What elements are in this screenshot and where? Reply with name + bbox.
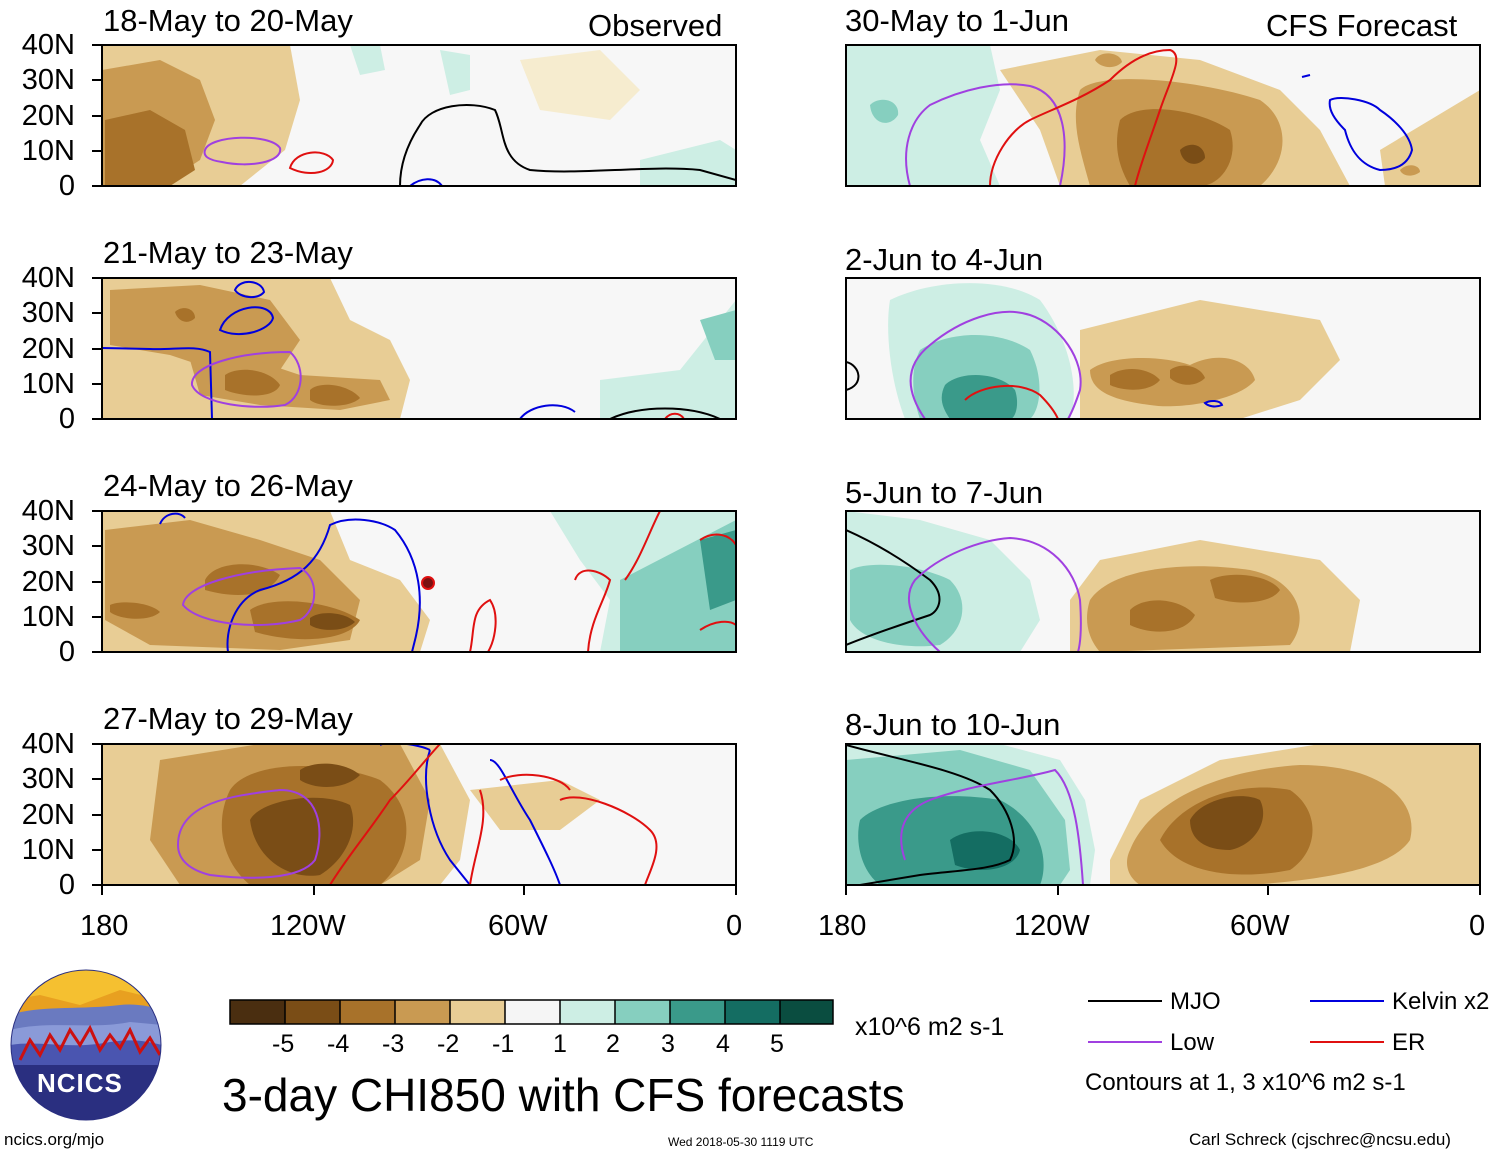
panel-title-left-1: 18-May to 20-May <box>103 3 353 38</box>
lat-label: 0 <box>58 869 75 901</box>
colorbar-swatch <box>450 1000 505 1024</box>
map-panel-left-3 <box>101 510 737 653</box>
lat-label: 20N <box>21 333 75 365</box>
lat-label: 10N <box>21 834 75 866</box>
lon-label: 0 <box>1469 910 1486 942</box>
colorbar-label: 1 <box>553 1030 567 1058</box>
legend-label-mjo: MJO <box>1170 988 1221 1015</box>
lat-label: 30N <box>21 64 75 96</box>
lat-label: 10N <box>21 135 75 167</box>
lat-label: 30N <box>21 763 75 795</box>
panel-title-left-4: 27-May to 29-May <box>103 701 353 736</box>
lat-label: 30N <box>21 530 75 562</box>
lat-label: 20N <box>21 566 75 598</box>
ncics-logo <box>10 969 162 1121</box>
colorbar-label: 4 <box>716 1030 730 1058</box>
colorbar-swatch <box>395 1000 450 1024</box>
map-panel-left-4 <box>101 743 737 886</box>
colorbar-label: -3 <box>382 1030 405 1058</box>
lat-label: 40N <box>21 495 75 527</box>
map-panel-right-1 <box>845 44 1481 187</box>
colorbar-swatch <box>505 1000 560 1024</box>
lon-label: 60W <box>1230 910 1290 942</box>
site-link[interactable]: ncics.org/mjo <box>4 1130 105 1149</box>
lat-label: 40N <box>21 29 75 61</box>
map-panel-right-2 <box>845 277 1481 420</box>
lat-label: 10N <box>21 601 75 633</box>
colorbar <box>229 999 834 1025</box>
panel-title-right-1: 30-May to 1-Jun <box>845 3 1069 38</box>
lat-label: 0 <box>58 170 75 202</box>
colorbar-label: -4 <box>327 1030 350 1058</box>
colorbar-label: -1 <box>492 1030 515 1058</box>
legend-note: Contours at 1, 3 x10^6 m2 s-1 <box>1085 1069 1406 1096</box>
panel-title-left-2: 21-May to 23-May <box>103 235 353 270</box>
colorbar-label: 3 <box>661 1030 675 1058</box>
lat-label: 40N <box>21 262 75 294</box>
colorbar-label: -5 <box>272 1030 295 1058</box>
lon-label: 0 <box>726 910 743 942</box>
lon-label: 180 <box>80 910 129 942</box>
author-credit: Carl Schreck (cjschrec@ncsu.edu) <box>1189 1130 1451 1149</box>
colorbar-label: 5 <box>770 1030 784 1058</box>
colorbar-units: x10^6 m2 s-1 <box>855 1013 1005 1041</box>
panel-tag-cfs-forecast: CFS Forecast <box>1266 8 1458 43</box>
colorbar-swatch <box>615 1000 670 1024</box>
colorbar-swatch <box>560 1000 615 1024</box>
axis-ticks <box>92 44 1481 895</box>
map-panel-left-2 <box>101 277 737 420</box>
lat-label: 10N <box>21 368 75 400</box>
colorbar-swatch <box>670 1000 725 1024</box>
lat-label: 30N <box>21 297 75 329</box>
colorbar-swatch <box>285 1000 340 1024</box>
panel-title-right-4: 8-Jun to 10-Jun <box>845 707 1061 742</box>
lon-label: 180 <box>818 910 867 942</box>
map-panel-right-3 <box>845 510 1481 653</box>
lon-label: 120W <box>270 910 346 942</box>
colorbar-swatch <box>725 1000 780 1024</box>
colorbar-label: 2 <box>606 1030 620 1058</box>
lat-label: 0 <box>58 636 75 668</box>
legend-label-low: Low <box>1170 1029 1215 1056</box>
panel-tag-observed: Observed <box>588 8 723 43</box>
colorbar-swatch <box>780 1000 833 1024</box>
main-title: 3-day CHI850 with CFS forecasts <box>222 1069 905 1121</box>
map-panel-right-4 <box>845 743 1481 886</box>
logo-text: NCICS <box>37 1068 123 1098</box>
lat-label: 20N <box>21 100 75 132</box>
colorbar-swatch <box>230 1000 285 1024</box>
panel-title-right-3: 5-Jun to 7-Jun <box>845 475 1044 510</box>
lat-label: 20N <box>21 799 75 831</box>
map-panel-left-1 <box>101 44 737 187</box>
panel-title-right-2: 2-Jun to 4-Jun <box>845 242 1044 277</box>
lon-label: 60W <box>488 910 548 942</box>
timestamp: Wed 2018-05-30 1119 UTC <box>668 1135 814 1149</box>
colorbar-label: -2 <box>437 1030 460 1058</box>
panel-title-left-3: 24-May to 26-May <box>103 468 353 503</box>
legend-label-kelvin: Kelvin x2 <box>1392 988 1490 1015</box>
lat-label: 40N <box>21 728 75 760</box>
colorbar-swatch <box>340 1000 395 1024</box>
lat-label: 0 <box>58 403 75 435</box>
lon-label: 120W <box>1014 910 1090 942</box>
legend-label-er: ER <box>1392 1029 1426 1056</box>
legend-lines <box>1088 1000 1384 1043</box>
